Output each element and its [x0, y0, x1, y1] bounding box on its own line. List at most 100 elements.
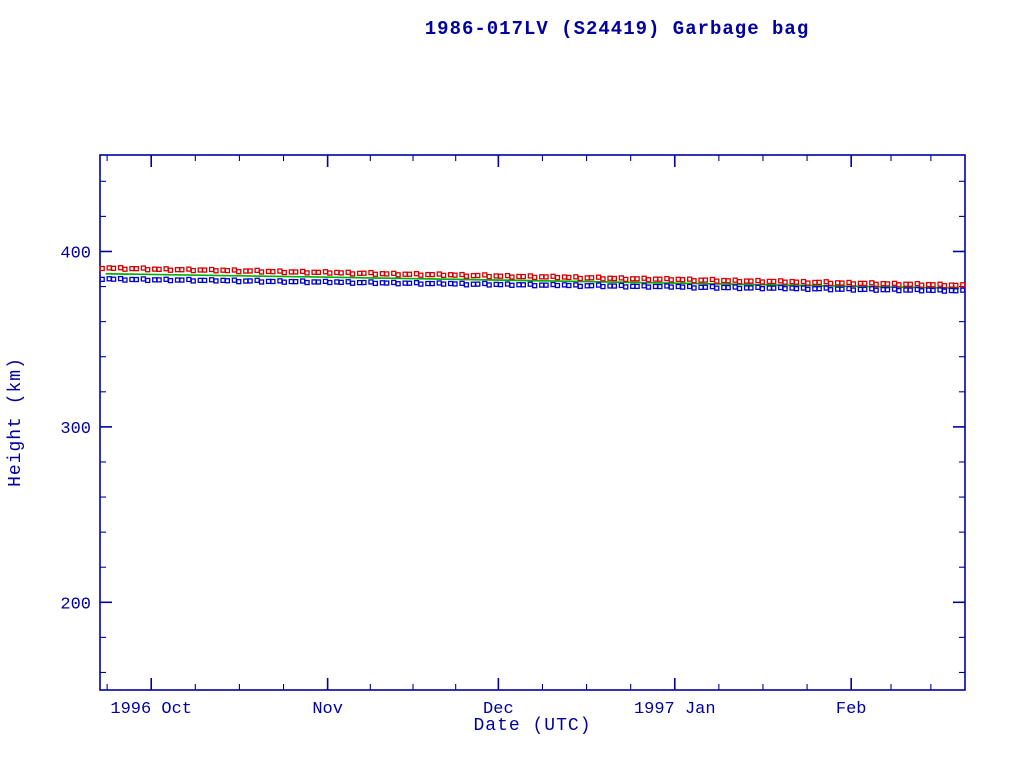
apogee-height-point	[623, 276, 629, 283]
apogee-height-point	[588, 275, 595, 281]
perigee-height-point	[413, 279, 420, 286]
perigee-height-point	[99, 276, 105, 283]
perigee-height-point	[254, 277, 260, 283]
perigee-height-point	[595, 282, 602, 288]
apogee-height-point	[440, 272, 447, 278]
apogee-height-point	[418, 272, 424, 278]
perigee-height-point	[106, 276, 112, 282]
perigee-height-point	[721, 284, 727, 291]
apogee-height-point	[167, 267, 174, 273]
apogee-height-point	[771, 278, 777, 285]
apogee-height-point	[812, 279, 818, 286]
perigee-height-point	[732, 284, 738, 290]
apogee-height-point	[254, 267, 260, 273]
apogee-height-point	[607, 275, 613, 281]
apogee-height-point	[948, 282, 955, 288]
perigee-height-point	[224, 278, 231, 284]
perigee-height-point	[630, 283, 636, 289]
apogee-height-point	[208, 266, 215, 273]
apogee-height-point	[561, 274, 568, 280]
perigee-height-point	[736, 285, 743, 292]
perigee-height-point	[152, 277, 158, 283]
apogee-height-point	[402, 271, 408, 277]
apogee-height-point	[504, 272, 511, 279]
perigee-height-point	[691, 285, 697, 291]
perigee-height-point	[482, 280, 488, 287]
apogee-height-point	[645, 277, 652, 283]
apogee-height-point	[634, 276, 640, 282]
apogee-height-point	[652, 276, 659, 282]
x-tick-label: Dec	[483, 700, 514, 719]
x-tick-label: Feb	[836, 700, 867, 719]
apogee-height-point	[190, 267, 196, 274]
perigee-height-point	[561, 282, 568, 288]
apogee-height-point	[122, 266, 128, 272]
apogee-height-point	[691, 278, 697, 284]
apogee-height-point	[356, 270, 363, 276]
perigee-height-point	[948, 287, 955, 294]
perigee-height-point	[190, 278, 196, 284]
apogee-height-point	[425, 271, 431, 278]
perigee-height-point	[566, 282, 572, 289]
perigee-height-point	[907, 287, 913, 293]
perigee-height-point	[231, 277, 238, 283]
perigee-height-point	[554, 282, 561, 289]
y-tick-label: 400	[60, 244, 91, 263]
axis-box	[99, 154, 966, 691]
apogee-height-point	[827, 280, 834, 287]
perigee-height-point	[778, 284, 784, 291]
perigee-height-point	[891, 286, 898, 292]
apogee-height-point	[926, 281, 932, 288]
perigee-height-point	[618, 282, 625, 289]
apogee-height-point	[527, 273, 533, 279]
perigee-height-point	[213, 278, 219, 284]
perigee-height-point	[509, 282, 515, 288]
perigee-height-point	[532, 283, 538, 289]
apogee-height-point	[395, 272, 401, 278]
perigee-height-point	[782, 286, 788, 292]
apogee-height-point	[243, 268, 249, 274]
apogee-height-point	[163, 266, 169, 272]
perigee-height-point	[293, 278, 299, 285]
perigee-height-point	[812, 286, 818, 292]
apogee-height-point	[311, 269, 317, 275]
apogee-height-point	[436, 271, 442, 277]
y-tick-label: 200	[60, 595, 91, 614]
perigee-height-point	[873, 287, 879, 293]
perigee-height-point	[748, 285, 754, 291]
apogee-height-point	[862, 280, 868, 287]
apogee-height-point	[265, 268, 272, 275]
perigee-height-point	[236, 278, 242, 285]
perigee-height-point	[668, 284, 674, 290]
apogee-height-point	[110, 265, 117, 271]
perigee-height-point	[805, 286, 811, 293]
apogee-height-point	[452, 272, 458, 278]
perigee-height-point	[623, 284, 629, 290]
perigee-height-point	[372, 280, 378, 287]
apogee-height-point	[743, 278, 750, 284]
perigee-height-point	[573, 282, 579, 288]
apogee-height-point	[736, 278, 743, 285]
perigee-height-point	[607, 283, 613, 289]
perigee-height-point	[725, 284, 731, 291]
apogee-height-point	[99, 265, 105, 272]
perigee-height-point	[368, 279, 374, 285]
perigee-height-point	[122, 277, 128, 283]
apogee-height-point	[869, 280, 875, 286]
apogee-height-point	[778, 278, 784, 284]
apogee-height-point	[823, 279, 829, 285]
apogee-height-point	[475, 272, 481, 279]
apogee-height-point	[338, 270, 344, 276]
perigee-height-point	[926, 287, 932, 293]
apogee-height-point	[584, 275, 590, 281]
apogee-height-point	[800, 278, 807, 285]
perigee-height-point	[179, 277, 185, 283]
perigee-height-point	[391, 279, 397, 286]
perigee-height-point	[258, 279, 265, 285]
apogee-height-point	[288, 269, 294, 275]
perigee-height-point	[698, 284, 704, 291]
apogee-height-point	[846, 279, 852, 286]
perigee-height-point	[436, 280, 442, 286]
perigee-height-point	[937, 287, 943, 293]
